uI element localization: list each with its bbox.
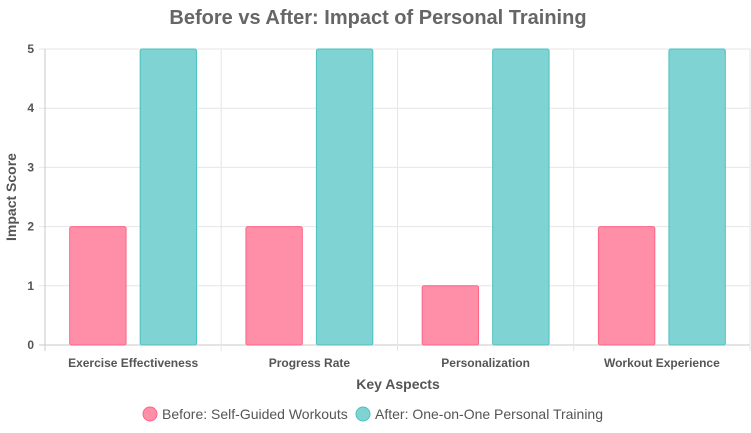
bar-after [668,48,726,346]
x-tick-label: Progress Rate [269,356,351,370]
legend-marker [142,406,158,422]
y-tick-label: 5 [27,42,34,56]
legend-marker [355,406,371,422]
bar-before [597,226,656,346]
bar-after [139,48,198,346]
bar-after [315,48,374,346]
legend: Before: Self-Guided Workouts After: One-o… [142,406,603,422]
y-tick-label: 2 [27,220,34,234]
legend-label: After: One-on-One Personal Training [375,406,603,422]
bar-before [245,226,303,346]
x-tick-label: Personalization [441,356,530,370]
y-tick-labels: 0 1 2 3 4 5 [27,42,34,352]
y-tick-label: 3 [27,160,34,174]
y-tick-label: 1 [27,279,34,293]
bar-after [492,48,550,346]
y-tick-label: 4 [27,101,34,115]
bar-before [69,226,127,346]
x-tick-label: Exercise Effectiveness [68,356,198,370]
x-tick-labels: Exercise Effectiveness Progress Rate Perso… [68,356,720,370]
legend-label: Before: Self-Guided Workouts [162,406,348,422]
y-axis-title: Impact Score [3,153,19,241]
bars-group [69,48,726,346]
x-tick-label: Workout Experience [604,356,720,370]
chart-title: Before vs After: Impact of Personal Trai… [169,7,586,29]
x-axis-title: Key Aspects [356,376,440,392]
y-tick-label: 0 [27,338,34,352]
bar-before [421,285,480,346]
